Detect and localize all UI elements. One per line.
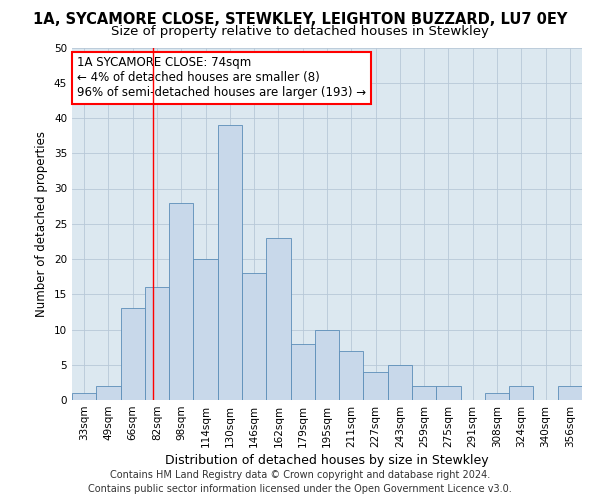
- Bar: [121, 308, 145, 400]
- Text: Contains HM Land Registry data © Crown copyright and database right 2024.
Contai: Contains HM Land Registry data © Crown c…: [88, 470, 512, 494]
- Bar: [266, 238, 290, 400]
- Bar: [364, 372, 388, 400]
- Bar: [290, 344, 315, 400]
- Bar: [558, 386, 582, 400]
- Bar: [96, 386, 121, 400]
- Bar: [485, 393, 509, 400]
- Bar: [509, 386, 533, 400]
- Text: Size of property relative to detached houses in Stewkley: Size of property relative to detached ho…: [111, 25, 489, 38]
- Bar: [436, 386, 461, 400]
- Bar: [339, 350, 364, 400]
- Bar: [388, 365, 412, 400]
- X-axis label: Distribution of detached houses by size in Stewkley: Distribution of detached houses by size …: [165, 454, 489, 467]
- Bar: [169, 202, 193, 400]
- Y-axis label: Number of detached properties: Number of detached properties: [35, 130, 49, 317]
- Bar: [412, 386, 436, 400]
- Bar: [145, 287, 169, 400]
- Bar: [218, 125, 242, 400]
- Bar: [315, 330, 339, 400]
- Bar: [242, 273, 266, 400]
- Text: 1A, SYCAMORE CLOSE, STEWKLEY, LEIGHTON BUZZARD, LU7 0EY: 1A, SYCAMORE CLOSE, STEWKLEY, LEIGHTON B…: [33, 12, 567, 28]
- Bar: [193, 259, 218, 400]
- Text: 1A SYCAMORE CLOSE: 74sqm
← 4% of detached houses are smaller (8)
96% of semi-det: 1A SYCAMORE CLOSE: 74sqm ← 4% of detache…: [77, 56, 366, 100]
- Bar: [72, 393, 96, 400]
